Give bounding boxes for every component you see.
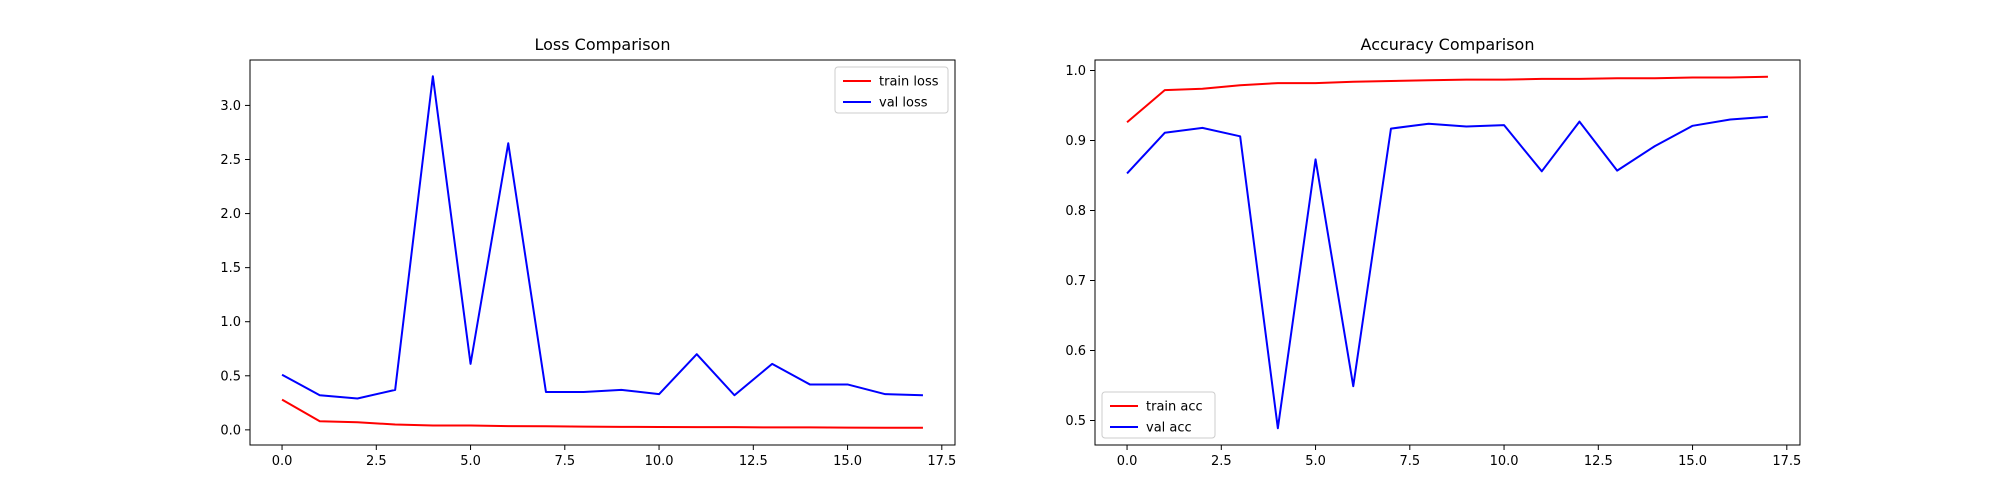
series-line-val-acc bbox=[1126, 115, 1769, 430]
plot-area-frame bbox=[249, 59, 956, 446]
x-tick-label: 5.0 bbox=[460, 454, 481, 469]
loss-comparison-chart: Loss Comparison 0.0 2.5 5.0 7.5 10.0 12.5 15.0 1… bbox=[220, 35, 956, 469]
legend: train acc val acc bbox=[1101, 391, 1216, 439]
y-tick-label: 1.5 bbox=[220, 261, 241, 276]
x-tick-label: 0.0 bbox=[1117, 454, 1138, 469]
x-tick-label: 2.5 bbox=[1211, 454, 1232, 469]
series-line-train-loss bbox=[281, 398, 923, 429]
y-tick-label: 3.0 bbox=[220, 99, 241, 114]
x-tick-label: 12.5 bbox=[739, 454, 768, 469]
plot-area-frame bbox=[1094, 59, 1801, 446]
y-tick-label: 2.5 bbox=[220, 153, 241, 168]
legend-label: val loss bbox=[879, 96, 928, 111]
x-tick-label: 2.5 bbox=[366, 454, 387, 469]
legend-label: train acc bbox=[1146, 400, 1203, 415]
y-tick-label: 2.0 bbox=[220, 207, 241, 222]
y-tick-label: 0.8 bbox=[1065, 204, 1086, 219]
x-tick-label: 15.0 bbox=[833, 454, 862, 469]
y-tick-label: 0.0 bbox=[220, 423, 241, 438]
x-tick-label: 17.5 bbox=[1772, 454, 1801, 469]
chart-title: Loss Comparison bbox=[535, 35, 671, 54]
y-tick-label: 0.5 bbox=[1065, 414, 1086, 429]
legend-label: val acc bbox=[1146, 421, 1192, 436]
x-tick-label: 10.0 bbox=[645, 454, 674, 469]
legend: train loss val loss bbox=[834, 66, 949, 114]
accuracy-comparison-chart: Accuracy Comparison 0.0 2.5 5.0 7.5 10.0 12.5 1… bbox=[1065, 35, 1801, 469]
y-tick-label: 1.0 bbox=[1065, 64, 1086, 79]
x-tick-label: 15.0 bbox=[1678, 454, 1707, 469]
y-tick-label: 0.5 bbox=[220, 369, 241, 384]
chart-title: Accuracy Comparison bbox=[1361, 35, 1535, 54]
x-tick-label: 12.5 bbox=[1584, 454, 1613, 469]
y-tick-label: 0.7 bbox=[1065, 274, 1086, 289]
x-tick-label: 5.0 bbox=[1305, 454, 1326, 469]
y-tick-label: 0.9 bbox=[1065, 134, 1086, 149]
y-tick-label: 0.6 bbox=[1065, 344, 1086, 359]
y-tick-label: 1.0 bbox=[220, 315, 241, 330]
x-tick-label: 17.5 bbox=[927, 454, 956, 469]
x-tick-label: 7.5 bbox=[1399, 454, 1420, 469]
x-tick-label: 0.0 bbox=[272, 454, 293, 469]
series-line-train-acc bbox=[1126, 75, 1768, 124]
series-line-val-loss bbox=[281, 75, 923, 400]
x-tick-label: 10.0 bbox=[1490, 454, 1519, 469]
x-tick-label: 7.5 bbox=[554, 454, 575, 469]
legend-label: train loss bbox=[879, 75, 939, 90]
